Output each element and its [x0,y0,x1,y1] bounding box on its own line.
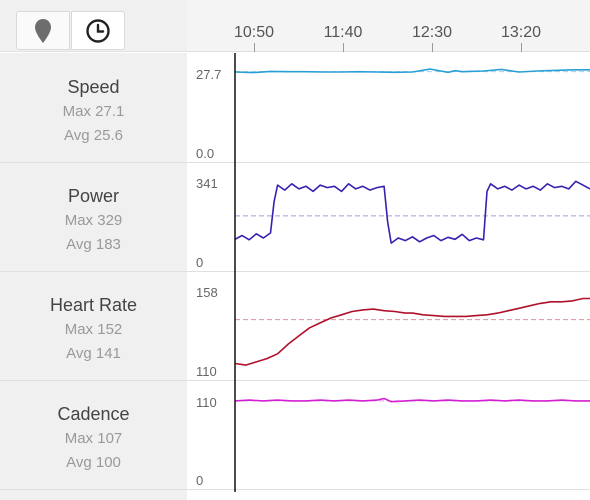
speed-axis-max: 27.7 [196,67,222,82]
cadence-avg: Avg 100 [66,454,121,471]
top-toolbar: 10:50 11:40 12:30 13:20 [0,0,590,52]
heart-rate-max: Max 152 [64,321,123,338]
view-toggle-area [0,0,187,52]
speed-avg: Avg 25.6 [64,127,123,144]
cadence-axis-min: 0 [196,473,204,488]
clock-icon [85,18,111,44]
speed-series-line [234,68,590,74]
speed-max: Max 27.1 [62,103,125,120]
time-view-button[interactable] [71,11,125,50]
power-title: Power [67,186,120,206]
power-axis-min: 0 [196,255,204,270]
cadence-summary: Cadence Max 107 Avg 100 [0,401,187,475]
time-tick-label: 12:30 [411,24,453,41]
time-tick-label: 13:20 [500,24,542,41]
speed-title: Speed [67,77,120,97]
map-view-button[interactable] [16,11,70,50]
time-tick-mark [432,43,433,52]
row-divider [0,271,590,272]
heart-rate-summary: Heart Rate Max 152 Avg 141 [0,292,187,366]
metric-label-column [0,53,187,500]
cadence-max: Max 107 [64,430,123,447]
time-tick-mark [343,43,344,52]
power-summary: Power Max 329 Avg 183 [0,183,187,257]
speed-axis-min: 0.0 [196,146,215,161]
power-series-line [234,180,590,244]
speed-summary: Speed Max 27.1 Avg 25.6 [0,74,187,148]
power-max: Max 329 [64,212,123,229]
time-tick-label: 11:40 [323,24,363,41]
cadence-title: Cadence [57,404,130,424]
cadence-series-line [234,397,590,403]
cadence-axis-max: 110 [196,395,217,410]
time-tick-mark [254,43,255,52]
map-pin-icon [34,18,52,44]
heart-rate-title: Heart Rate [49,295,138,315]
time-tick-label: 10:50 [233,24,275,41]
power-avg: Avg 183 [66,236,121,253]
heart-rate-avg: Avg 141 [66,345,121,362]
power-axis-max: 341 [196,176,218,191]
time-axis: 10:50 11:40 12:30 13:20 [187,0,590,52]
heart-rate-axis-max: 158 [196,285,218,300]
row-divider [0,162,590,163]
heart-rate-axis-min: 110 [196,364,217,379]
heart-rate-series-line [234,297,590,366]
row-divider [0,380,590,381]
time-tick-mark [521,43,522,52]
row-divider [0,489,590,490]
